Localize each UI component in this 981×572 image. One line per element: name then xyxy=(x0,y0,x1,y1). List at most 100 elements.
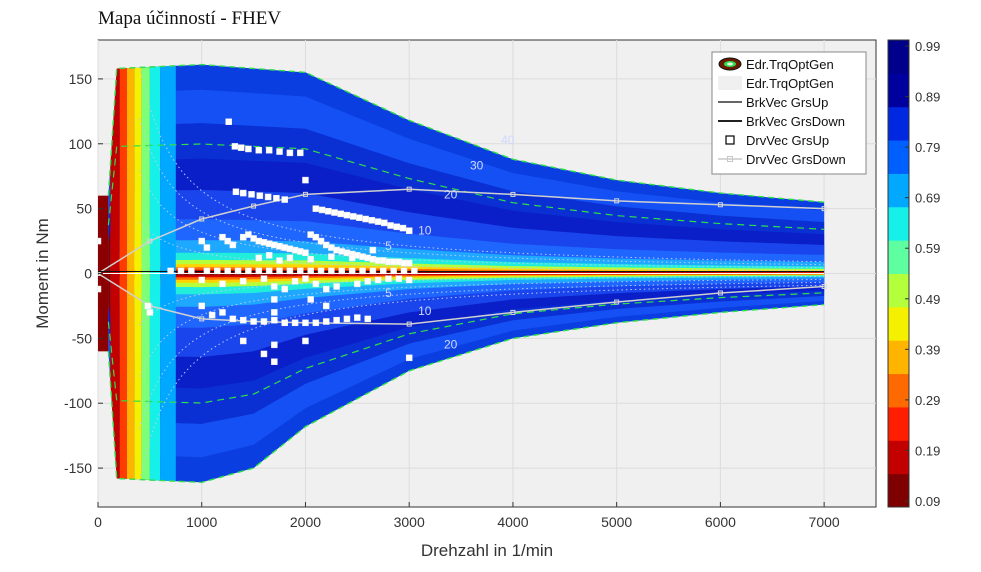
drive-point xyxy=(297,267,304,275)
legend-label: DrvVec GrsDown xyxy=(746,152,846,167)
opt-line-marker xyxy=(510,191,516,197)
drive-point xyxy=(237,144,245,151)
drive-point xyxy=(381,219,388,227)
drive-point xyxy=(348,254,356,262)
legend-box xyxy=(711,51,867,175)
colorbar-segment xyxy=(888,306,909,341)
contour-label: 5 xyxy=(385,286,392,300)
opt-line-marker xyxy=(510,309,516,315)
drive-point xyxy=(291,319,299,327)
drive-point xyxy=(369,246,377,254)
drive-point xyxy=(405,276,413,284)
drive-point xyxy=(302,249,309,256)
torque-limit-upper-line xyxy=(107,63,825,203)
torque-limit-lower-line xyxy=(107,303,825,484)
colorbar-segment xyxy=(888,340,909,375)
opt-line-marker xyxy=(614,198,620,204)
drive-point xyxy=(98,237,102,245)
drive-point xyxy=(225,118,232,125)
drive-point xyxy=(276,257,283,264)
drive-point xyxy=(265,267,273,275)
drive-point xyxy=(362,215,369,223)
contour-label: 5 xyxy=(385,239,392,253)
colorbar-tick-label: 0.89 xyxy=(915,90,940,105)
colorbar-frame xyxy=(887,39,910,508)
iso-power-upper-line xyxy=(107,143,825,230)
drive-point xyxy=(248,191,255,198)
drive-point xyxy=(302,275,309,282)
drive-point xyxy=(302,176,309,184)
drive-point xyxy=(322,285,330,293)
drive-point xyxy=(245,231,252,238)
drive-point xyxy=(198,237,205,245)
colorbar-segment xyxy=(888,106,909,141)
opt-line-marker xyxy=(821,206,827,212)
colorbar-segment xyxy=(888,273,909,308)
drive-point xyxy=(271,309,278,316)
colorbar-tick-label: 0.99 xyxy=(915,39,940,54)
drive-point xyxy=(255,254,263,262)
legend-label: Edr.TrqOptGen xyxy=(746,57,834,72)
iso-power-curve-neg-0 xyxy=(139,275,825,326)
contour-label: 10 xyxy=(418,304,432,318)
x-tick-label: 3000 xyxy=(394,514,425,530)
y-tick-label: 100 xyxy=(69,136,93,152)
drive-point xyxy=(343,315,351,323)
drive-point xyxy=(328,267,335,275)
drive-point xyxy=(405,259,413,267)
opt-line-marker xyxy=(614,299,620,305)
drive-point xyxy=(234,267,242,275)
drive-point xyxy=(364,278,371,285)
drive-point xyxy=(338,267,346,275)
drive-point xyxy=(271,358,278,365)
y-tick-label: -150 xyxy=(64,460,92,476)
drive-point xyxy=(229,315,237,323)
legend-label: BrkVec GrsDown xyxy=(746,114,845,129)
legend-symbol-patch xyxy=(718,76,742,90)
drive-point xyxy=(203,244,211,251)
drive-point xyxy=(198,276,205,284)
x-tick-label: 4000 xyxy=(497,514,528,530)
drive-point xyxy=(256,192,264,199)
drive-point xyxy=(224,237,231,245)
y-tick-label: 150 xyxy=(69,71,93,87)
opt-line-marker xyxy=(302,191,308,197)
drive-point xyxy=(297,149,304,157)
drive-point xyxy=(273,195,280,202)
drive-point xyxy=(307,267,314,275)
drive-point xyxy=(245,145,252,153)
legend-symbol-square xyxy=(725,135,735,145)
y-tick-label: 0 xyxy=(84,266,92,282)
drive-point xyxy=(343,211,351,219)
drive-point xyxy=(322,318,330,325)
drive-point xyxy=(395,275,403,282)
opt-line-marker xyxy=(717,202,723,208)
x-tick-label: 0 xyxy=(94,514,102,530)
drive-point xyxy=(281,285,288,293)
opt-line-marker xyxy=(821,283,827,289)
colorbar-tick-label: 0.69 xyxy=(915,191,940,206)
opt-line-marker xyxy=(406,321,412,327)
drive-point xyxy=(354,314,361,321)
legend-symbol-ellipse-core xyxy=(727,62,733,66)
drive-point xyxy=(302,319,309,327)
drive-point xyxy=(271,316,278,324)
colorbar-tick-label: 0.79 xyxy=(915,140,940,155)
iso-power-curve-1 xyxy=(139,170,825,269)
colorbar-segment xyxy=(888,73,909,108)
x-tick-label: 7000 xyxy=(809,514,840,530)
drive-point xyxy=(144,302,152,310)
drive-point xyxy=(276,148,283,155)
drive-point xyxy=(239,278,247,285)
drive-point xyxy=(260,275,268,282)
drive-point xyxy=(214,267,221,275)
drive-point xyxy=(239,337,247,345)
drive-point xyxy=(322,302,330,310)
colorbar-segment xyxy=(888,373,909,408)
colorbar-tick-label: 0.49 xyxy=(915,292,940,307)
drive-point xyxy=(188,267,195,275)
drive-point xyxy=(364,315,371,323)
drive-point xyxy=(260,318,268,325)
drive-point xyxy=(167,267,174,275)
colorbar-segment xyxy=(888,406,909,441)
